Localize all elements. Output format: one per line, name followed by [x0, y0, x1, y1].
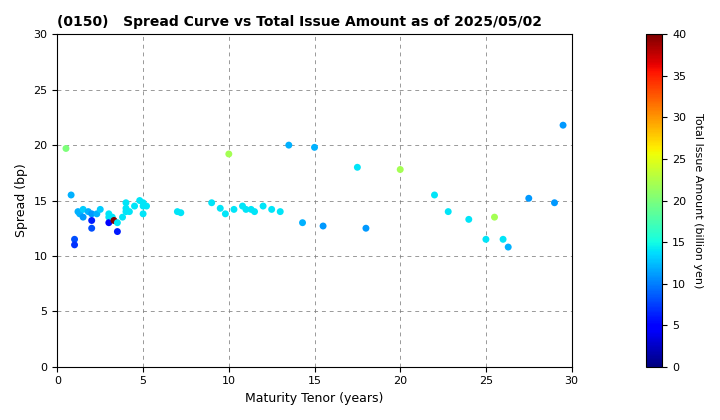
- Point: [480, 236, 492, 243]
- Point: [60, 145, 72, 152]
- Point: [257, 203, 269, 210]
- Point: [112, 228, 123, 235]
- Point: [266, 206, 277, 213]
- Point: [69, 241, 81, 248]
- Point: [83, 208, 94, 215]
- Point: [274, 208, 286, 215]
- Point: [66, 192, 77, 198]
- Point: [141, 203, 153, 210]
- Point: [94, 206, 106, 213]
- Point: [86, 225, 97, 231]
- Point: [503, 244, 514, 250]
- Point: [129, 203, 140, 210]
- Point: [360, 225, 372, 231]
- Point: [175, 209, 186, 216]
- Point: [124, 208, 135, 215]
- Point: [108, 217, 120, 224]
- Y-axis label: Total Issue Amount (billion yen): Total Issue Amount (billion yen): [693, 113, 703, 288]
- Point: [557, 122, 569, 129]
- Point: [138, 203, 149, 210]
- Point: [498, 236, 509, 243]
- X-axis label: Maturity Tenor (years): Maturity Tenor (years): [246, 392, 384, 405]
- Point: [463, 216, 474, 223]
- Point: [86, 217, 97, 224]
- Point: [171, 208, 183, 215]
- Point: [318, 223, 329, 229]
- Point: [283, 142, 294, 149]
- Point: [549, 200, 560, 206]
- Point: [69, 236, 81, 243]
- Point: [297, 219, 308, 226]
- Point: [103, 210, 114, 217]
- Point: [523, 195, 534, 202]
- Point: [138, 210, 149, 217]
- Point: [117, 214, 128, 220]
- Point: [249, 208, 261, 215]
- Point: [74, 210, 86, 217]
- Point: [228, 206, 240, 213]
- Point: [309, 144, 320, 151]
- Point: [428, 192, 440, 198]
- Point: [91, 210, 102, 217]
- Y-axis label: Spread (bp): Spread (bp): [15, 164, 28, 237]
- Point: [489, 214, 500, 220]
- Point: [112, 219, 123, 226]
- Point: [351, 164, 363, 171]
- Point: [246, 206, 257, 213]
- Point: [77, 214, 89, 220]
- Text: (0150)   Spread Curve vs Total Issue Amount as of 2025/05/02: (0150) Spread Curve vs Total Issue Amoun…: [58, 15, 542, 29]
- Point: [220, 210, 231, 217]
- Point: [77, 206, 89, 213]
- Point: [86, 210, 97, 217]
- Point: [223, 151, 235, 158]
- Point: [240, 206, 252, 213]
- Point: [134, 197, 145, 204]
- Point: [215, 205, 226, 212]
- Point: [103, 214, 114, 220]
- Point: [237, 203, 248, 210]
- Point: [72, 208, 84, 215]
- Point: [138, 200, 149, 206]
- Point: [103, 219, 114, 226]
- Point: [120, 205, 132, 212]
- Point: [443, 208, 454, 215]
- Point: [107, 214, 118, 220]
- Point: [395, 166, 406, 173]
- Point: [120, 200, 132, 206]
- Point: [206, 200, 217, 206]
- Point: [120, 208, 132, 215]
